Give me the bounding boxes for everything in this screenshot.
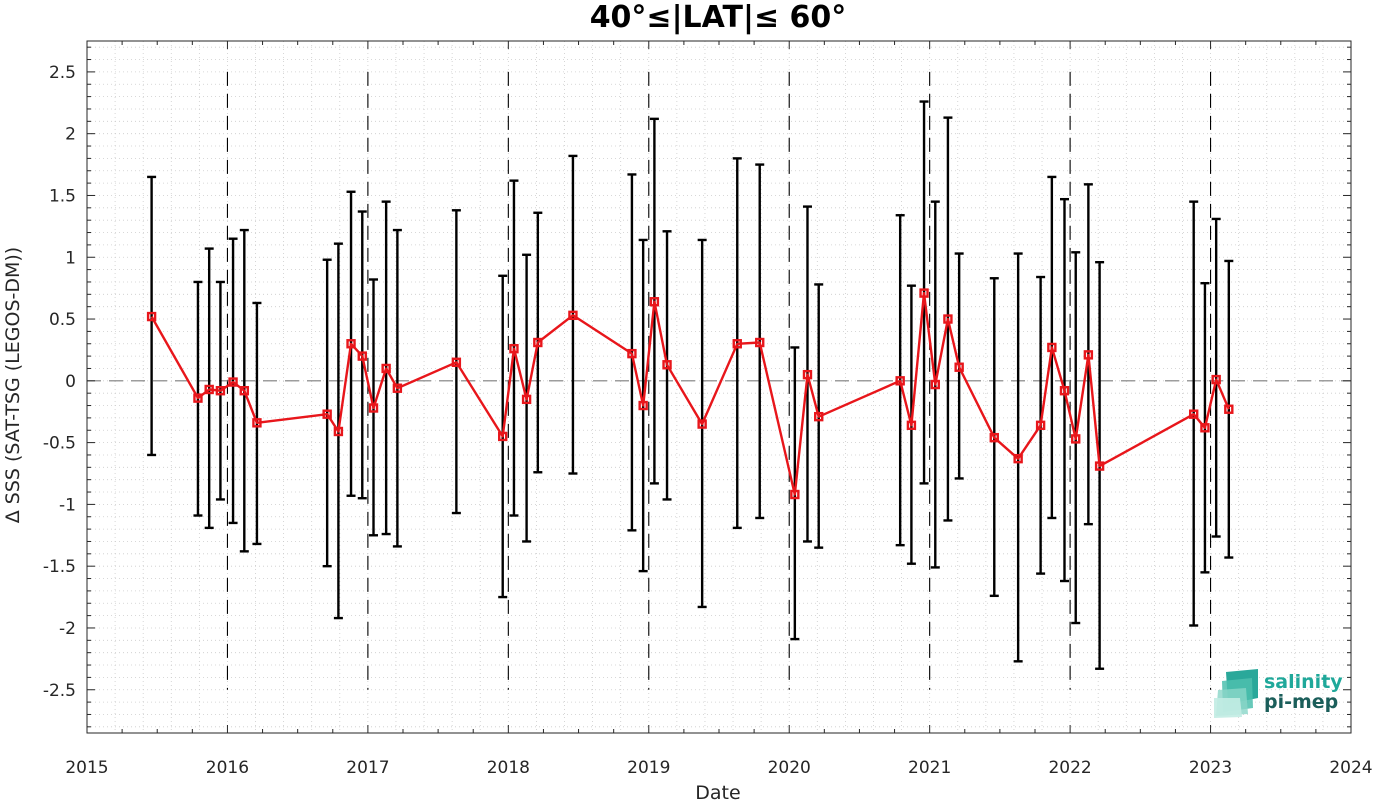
- data-point: [662, 360, 672, 370]
- x-tick-label: 2023: [1189, 758, 1232, 778]
- y-tick-label: 0.5: [49, 310, 76, 330]
- data-point: [509, 343, 519, 354]
- y-tick-label: -1.5: [43, 557, 76, 577]
- grid: [87, 41, 1351, 733]
- logo-waves-icon: [1214, 669, 1258, 718]
- data-point: [638, 400, 648, 411]
- data-point: [989, 432, 999, 443]
- data-point: [954, 362, 964, 372]
- y-tick-label: -1: [59, 495, 76, 515]
- error-bar: [322, 258, 332, 568]
- salinity-pi-mep-logo: salinity pi-mep: [1214, 669, 1343, 718]
- data-point: [451, 357, 462, 367]
- error-bar: [147, 175, 157, 457]
- data-point: [802, 369, 813, 380]
- logo-line1: salinity: [1264, 671, 1343, 693]
- y-tick-label: 2.5: [49, 63, 76, 83]
- y-tick-label: -0.5: [43, 434, 76, 454]
- data-point: [392, 383, 403, 393]
- data-point: [204, 384, 214, 395]
- data-point: [1094, 461, 1105, 471]
- error-bar: [755, 163, 765, 520]
- y-tick-label: 2: [65, 125, 76, 145]
- data-point: [146, 311, 157, 322]
- data-point: [322, 409, 332, 419]
- error-bar: [228, 237, 238, 525]
- data-point: [930, 379, 940, 390]
- data-point: [919, 288, 929, 298]
- data-point: [498, 431, 508, 442]
- data-point: [755, 337, 765, 348]
- data-point: [357, 351, 367, 361]
- y-tick-label: 1: [65, 248, 76, 268]
- x-tick-label: 2016: [206, 758, 249, 778]
- y-axis-label: Δ SSS (SAT-TSG (LEGOS-DM)): [2, 247, 24, 523]
- y-tick-labels: 2.5 2 1.5 1 0.5 0 -0.5 -1 -1.5 -2 -2.5: [43, 63, 76, 701]
- x-tick-label: 2019: [627, 758, 670, 778]
- error-bar: [1224, 259, 1234, 559]
- data-point: [1224, 404, 1234, 414]
- data-point: [1083, 350, 1094, 360]
- x-tick-label: 2017: [346, 758, 389, 778]
- data-point: [814, 411, 824, 422]
- data-point: [1211, 374, 1221, 385]
- x-tick-label: 2020: [768, 758, 811, 778]
- data-point: [333, 426, 344, 437]
- data-point: [895, 376, 905, 386]
- tick-marks: [86, 41, 1352, 733]
- data-point: [1071, 434, 1081, 444]
- y-tick-label: 0: [65, 372, 76, 392]
- x-tick-label: 2021: [908, 758, 951, 778]
- data-point: [215, 386, 226, 396]
- data-point: [1059, 386, 1070, 396]
- error-bar: [1211, 217, 1221, 538]
- data-point: [627, 348, 637, 359]
- data-point: [381, 363, 391, 374]
- data-point: [521, 394, 532, 405]
- data-point: [252, 418, 262, 428]
- data-point: [1047, 342, 1057, 353]
- data-point: [906, 420, 917, 431]
- data-markers: [146, 288, 1234, 500]
- data-point: [1035, 420, 1046, 431]
- x-tick-label: 2015: [65, 758, 108, 778]
- data-point: [533, 337, 543, 348]
- data-point: [697, 419, 707, 429]
- y-tick-label: -2: [59, 619, 76, 639]
- x-tick-label: 2024: [1329, 758, 1372, 778]
- data-point: [1013, 453, 1023, 464]
- data-point: [193, 393, 203, 403]
- data-point: [1200, 423, 1210, 433]
- data-point: [790, 489, 800, 500]
- data-point: [649, 297, 660, 307]
- y-tick-label: 1.5: [49, 186, 76, 206]
- data-point: [943, 314, 953, 324]
- data-point: [346, 339, 356, 349]
- error-bar: [204, 247, 214, 530]
- data-point: [368, 403, 379, 413]
- data-point: [732, 339, 742, 349]
- data-point: [228, 377, 238, 387]
- data-point: [568, 310, 578, 321]
- x-tick-label: 2018: [487, 758, 530, 778]
- x-tick-label: 2022: [1048, 758, 1091, 778]
- y-tick-label: -2.5: [43, 681, 76, 701]
- logo-line2: pi-mep: [1264, 691, 1338, 713]
- data-point: [239, 386, 249, 396]
- chart-title: 40°≤|LAT|≤ 60°: [590, 0, 847, 35]
- x-tick-labels: 2015 2016 2017 2018 2019 2020 2021 2022 2023 2024: [65, 758, 1372, 778]
- data-point: [1189, 409, 1199, 419]
- x-axis-label: Date: [695, 782, 740, 801]
